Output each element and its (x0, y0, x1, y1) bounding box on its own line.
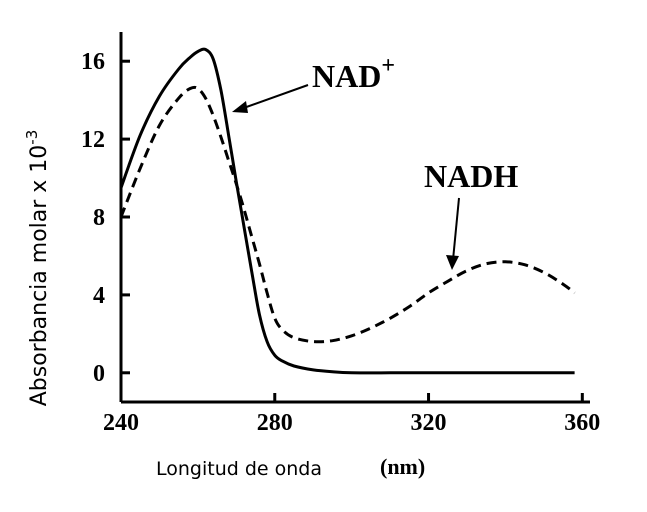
y-tick-label: 0 (93, 361, 105, 387)
y-tick-label: 8 (93, 205, 105, 231)
x-tick-label: 240 (103, 410, 139, 436)
y-axis-label-main: Absorbancia molar x 10 (27, 145, 52, 407)
x-tick-label: 360 (564, 410, 600, 436)
nadh-arrow (452, 197, 460, 261)
series-layer (119, 47, 576, 375)
nad-plus-label-text: NAD (312, 58, 381, 94)
y-tick-label: 4 (93, 283, 105, 309)
nad-plus-arrow (237, 84, 309, 111)
nad-plus-label-superscript: + (381, 53, 395, 79)
nad-plus-arrowhead (232, 101, 248, 113)
y-tick-label: 16 (81, 49, 105, 75)
y-tick-label: 12 (81, 127, 105, 153)
nad-plus-label: NAD+ (312, 53, 395, 94)
x-axis-unit: (nm) (380, 454, 425, 479)
nad-plus-series-line (119, 47, 575, 375)
x-tick-label: 320 (411, 410, 447, 436)
x-axis-label: Longitud de onda (156, 458, 322, 480)
x-tick-label: 280 (257, 410, 293, 436)
nadh-arrowhead (446, 255, 459, 270)
nadh-series-line (119, 85, 576, 344)
ticks-layer: 0 4 8 12 16 240 280 320 360 (81, 49, 600, 436)
y-axis-label: Absorbancia molar x 10-3 (23, 130, 52, 407)
y-axis-label-exponent: -3 (23, 130, 41, 145)
nadh-label: NADH (424, 158, 518, 194)
